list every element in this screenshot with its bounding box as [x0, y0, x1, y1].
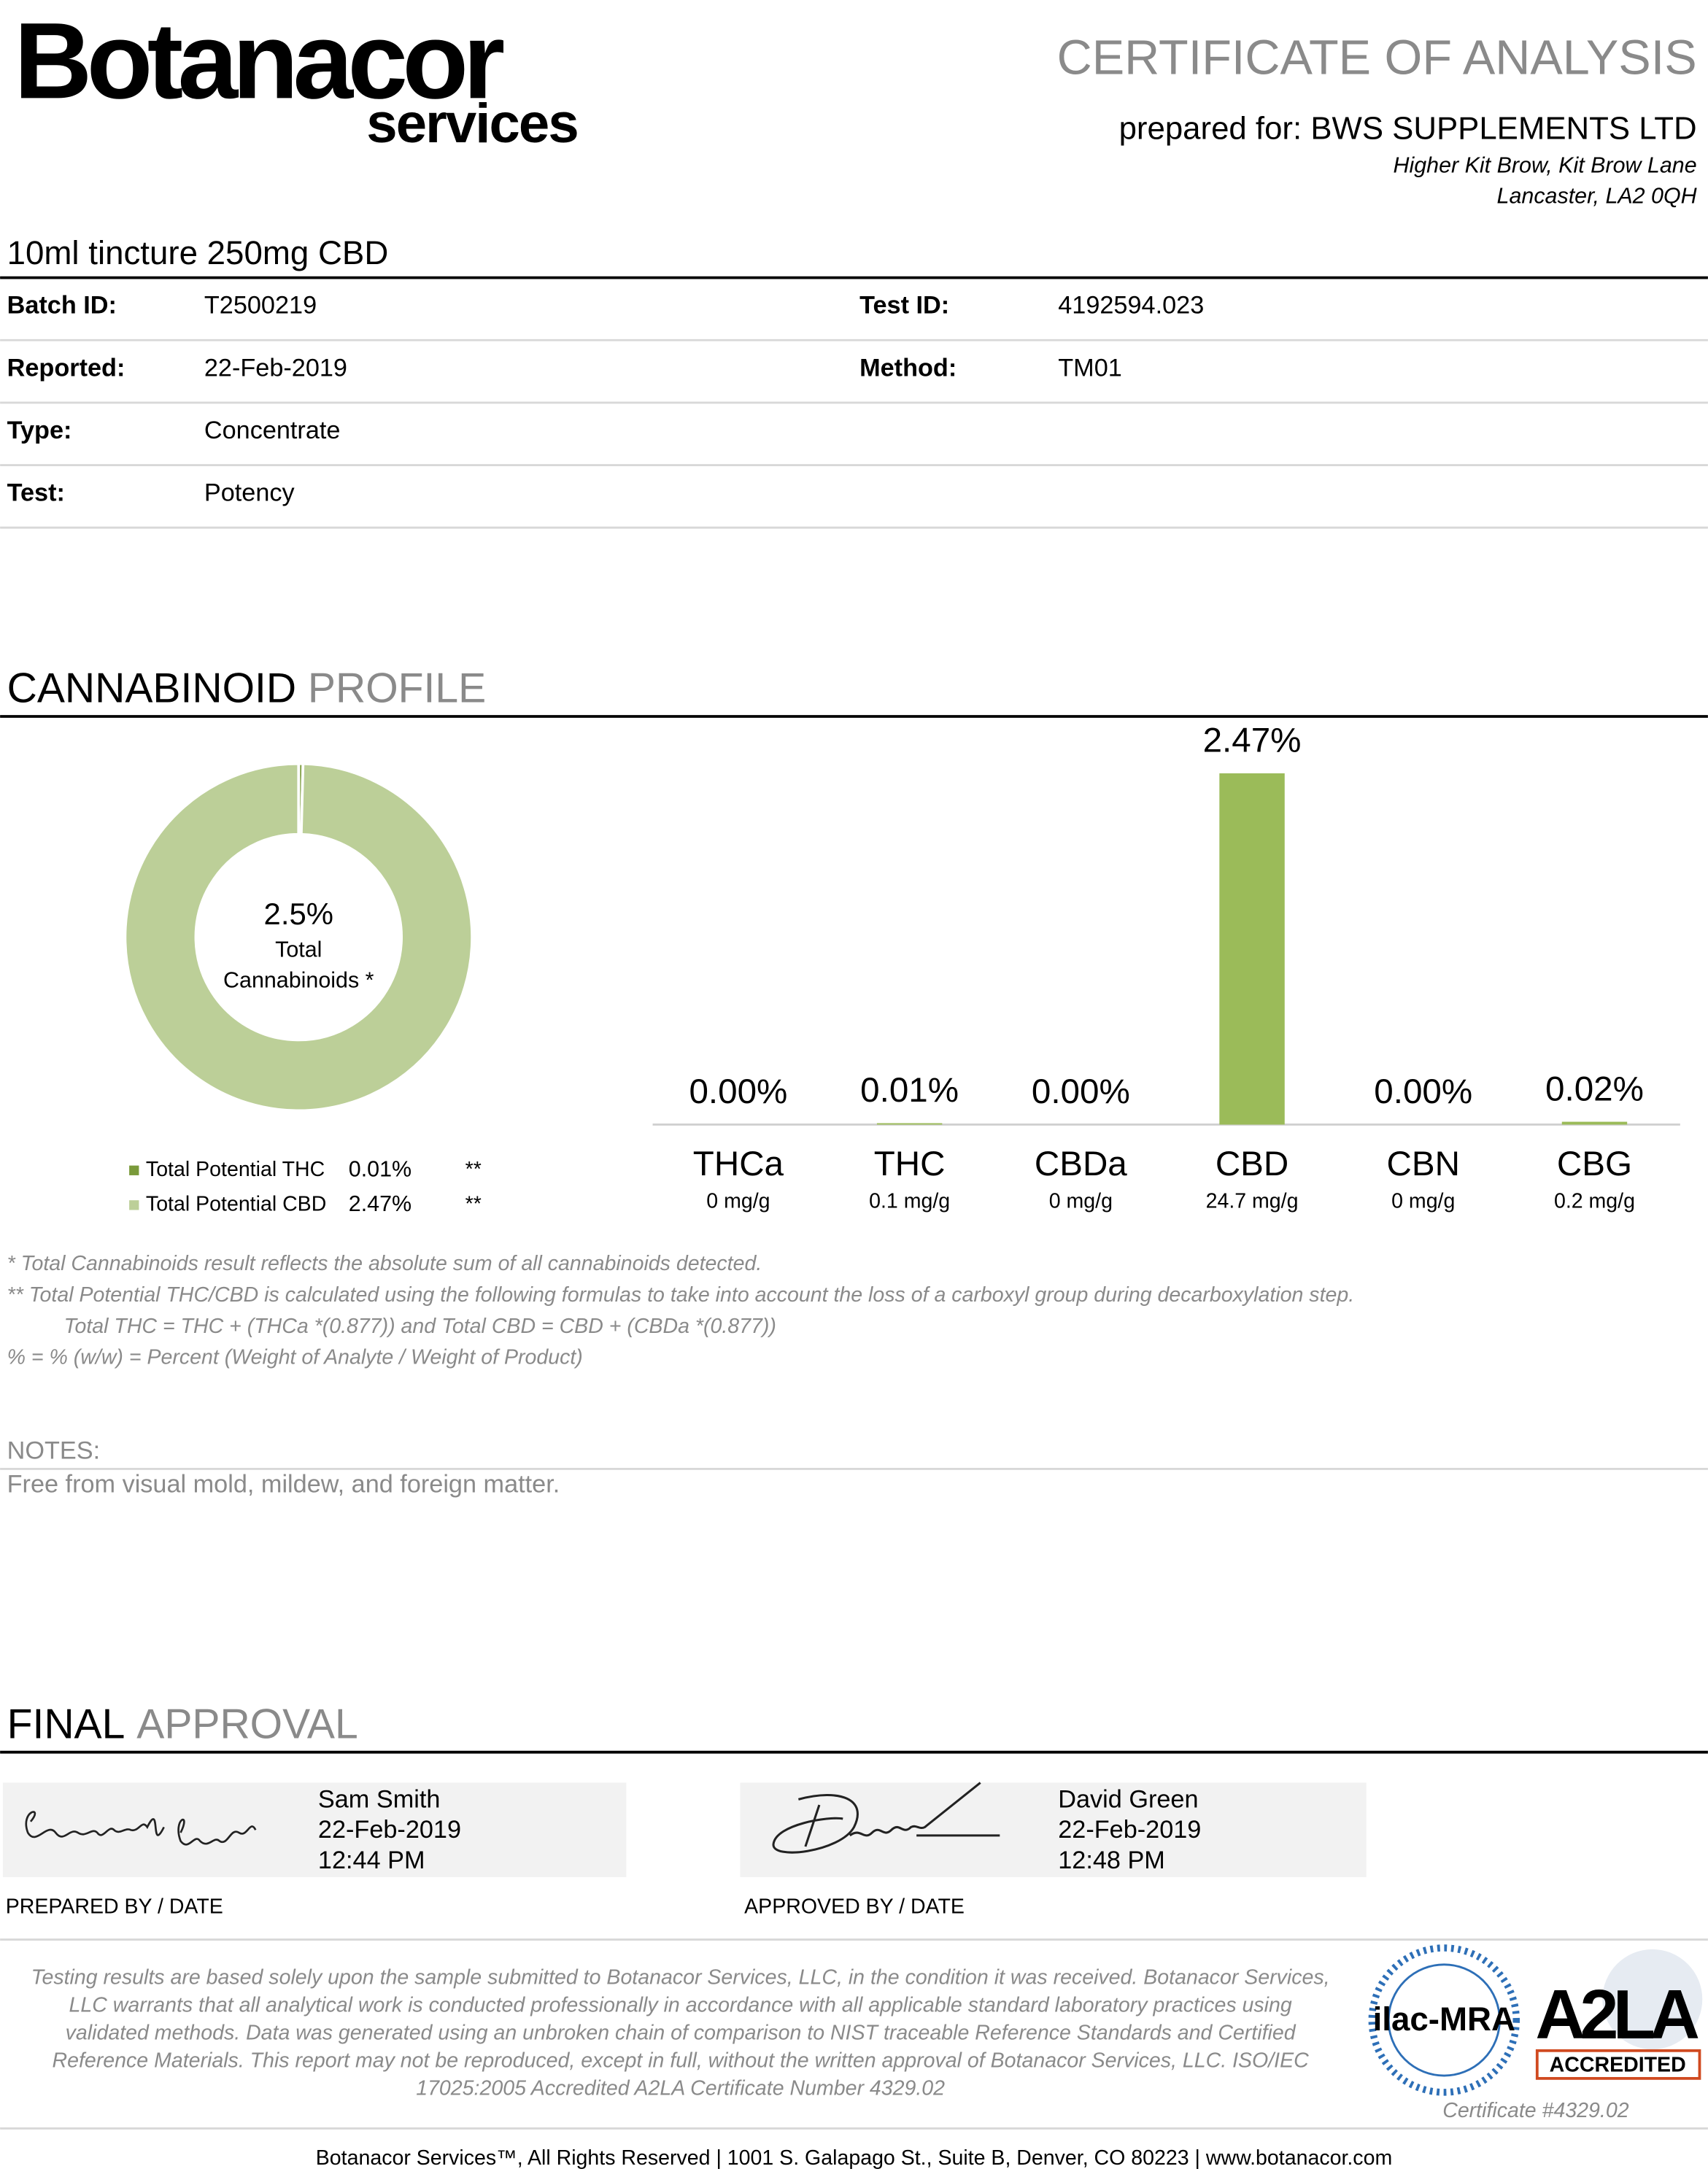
donut-caption: Cannabinoids * — [223, 968, 374, 993]
disclaimer-line: 17025:2005 Accredited A2LA Certificate N… — [416, 2077, 945, 2100]
sign-time: 12:48 PM — [1058, 1847, 1165, 1874]
disclaimer: Testing results are based solely upon th… — [31, 1965, 1330, 2100]
legend-swatch — [129, 1165, 139, 1175]
info-value: Concentrate — [204, 417, 341, 444]
donut-caption: Total — [275, 937, 322, 962]
bar-category: THC — [874, 1145, 946, 1183]
notes-label: NOTES: — [7, 1437, 101, 1465]
footnote: Total THC = THC + (THCa *(0.877)) and To… — [64, 1315, 776, 1338]
notes-text: Free from visual mold, mildew, and forei… — [7, 1470, 560, 1498]
address: Lancaster, LA2 0QH — [1497, 183, 1698, 208]
info-label: Type: — [7, 417, 72, 444]
info-value: 22-Feb-2019 — [204, 354, 347, 382]
bar-sublabel: 0.2 mg/g — [1554, 1190, 1635, 1213]
legend-value: 0.01% — [349, 1156, 411, 1181]
info-label: Batch ID: — [7, 292, 117, 320]
charts: Total Potential THC 0.01% ** Total Potentia… — [123, 722, 1680, 1216]
footnote: * Total Cannabinoids result reflects the… — [7, 1252, 762, 1275]
ilac-text: ilac-MRA — [1373, 2000, 1515, 2038]
prepared-for: prepared for: BWS SUPPLEMENTS LTD — [1119, 110, 1697, 146]
signer-name: David Green — [1058, 1785, 1198, 1813]
legend-note: ** — [465, 1192, 482, 1215]
accredited-text: ACCREDITED — [1550, 2053, 1686, 2076]
title-dark: FINAL — [7, 1701, 125, 1747]
logo-sub: services — [366, 93, 578, 155]
product-name: 10ml tincture 250mg CBD — [7, 234, 389, 271]
title-light: PROFILE — [308, 665, 486, 712]
info-table: Batch ID: T2500219 Test ID: 4192594.023 Repo… — [0, 292, 1708, 529]
signature — [772, 1782, 1000, 1854]
info-value: 4192594.023 — [1058, 292, 1204, 320]
section-title: CANNABINOID PROFILE — [7, 665, 487, 712]
bar — [1219, 773, 1285, 1125]
bar-value-label: 0.00% — [689, 1072, 787, 1111]
certificate-number: Certificate #4329.02 — [1442, 2099, 1628, 2122]
footnotes: * Total Cannabinoids result reflects the… — [7, 1252, 1355, 1369]
bar-category: THCa — [693, 1145, 784, 1183]
bar-value-label: 0.02% — [1545, 1070, 1644, 1108]
bar — [1561, 1121, 1628, 1125]
legend-swatch — [129, 1200, 139, 1210]
footer: Botanacor Services™, All Rights Reserved… — [316, 2146, 1392, 2170]
title-light: APPROVAL — [136, 1701, 358, 1747]
info-value: TM01 — [1058, 354, 1122, 382]
accredited-box — [1535, 2049, 1701, 2080]
bar-category: CBG — [1557, 1145, 1632, 1183]
bar-category: CBN — [1387, 1145, 1460, 1183]
signature — [25, 1811, 257, 1846]
signature-box — [2, 1782, 627, 1877]
ilac-logo — [1387, 1963, 1501, 2077]
bar-sublabel: 0.1 mg/g — [869, 1190, 950, 1213]
info-value: Potency — [204, 479, 295, 507]
bar-sublabel: 0 mg/g — [706, 1190, 770, 1213]
bar-sublabel: 0 mg/g — [1391, 1190, 1455, 1213]
bar — [876, 1123, 943, 1125]
signature-box — [740, 1782, 1367, 1877]
sign-caption: APPROVED BY / DATE — [744, 1895, 965, 1918]
legend-label: Total Potential THC — [146, 1158, 325, 1181]
legend-value: 2.47% — [349, 1191, 411, 1216]
logo-main: Botanacor — [14, 1, 503, 121]
info-label: Test ID: — [859, 292, 949, 320]
sign-date: 22-Feb-2019 — [318, 1816, 461, 1844]
bar-category: CBD — [1216, 1145, 1288, 1183]
disclaimer-line: Reference Materials. This report may not… — [53, 2049, 1310, 2073]
bar-value-label: 2.47% — [1203, 722, 1302, 760]
info-label: Reported: — [7, 354, 125, 382]
sign-date: 22-Feb-2019 — [1058, 1816, 1201, 1844]
legend-note: ** — [465, 1158, 482, 1181]
disclaimer-line: Testing results are based solely upon th… — [31, 1965, 1330, 1989]
sign-time: 12:44 PM — [318, 1847, 425, 1874]
a2la-globe — [1602, 1949, 1703, 2049]
footnote: ** Total Potential THC/CBD is calculated… — [7, 1283, 1355, 1307]
bar-value-label: 0.00% — [1374, 1072, 1472, 1111]
disclaimer-line: LLC warrants that all analytical work is… — [69, 1993, 1291, 2016]
bar-sublabel: 24.7 mg/g — [1206, 1190, 1299, 1213]
bar-category: CBDa — [1035, 1145, 1127, 1183]
info-label: Method: — [859, 354, 957, 382]
ilac-logo — [1368, 1944, 1520, 2096]
donut-slice — [123, 762, 474, 1113]
disclaimer-line: validated methods. Data was generated us… — [66, 2022, 1297, 2045]
title-dark: CANNABINOID — [7, 665, 296, 712]
footnote: % = % (w/w) = Percent (Weight of Analyte… — [7, 1346, 583, 1369]
a2la-text: A2LA — [1535, 1976, 1699, 2054]
bar-value-label: 0.00% — [1032, 1072, 1130, 1111]
bar-sublabel: 0 mg/g — [1049, 1190, 1113, 1213]
signer-name: Sam Smith — [318, 1785, 441, 1813]
section-title: FINAL APPROVAL — [7, 1701, 358, 1747]
legend-label: Total Potential CBD — [146, 1192, 326, 1215]
sign-caption: PREPARED BY / DATE — [6, 1895, 223, 1918]
address: Higher Kit Brow, Kit Brow Lane — [1393, 152, 1696, 177]
donut-total: 2.5% — [264, 897, 333, 931]
bar-value-label: 0.01% — [860, 1071, 959, 1110]
info-label: Test: — [7, 479, 65, 507]
info-value: T2500219 — [204, 292, 317, 320]
document-title: CERTIFICATE OF ANALYSIS — [1057, 31, 1697, 85]
